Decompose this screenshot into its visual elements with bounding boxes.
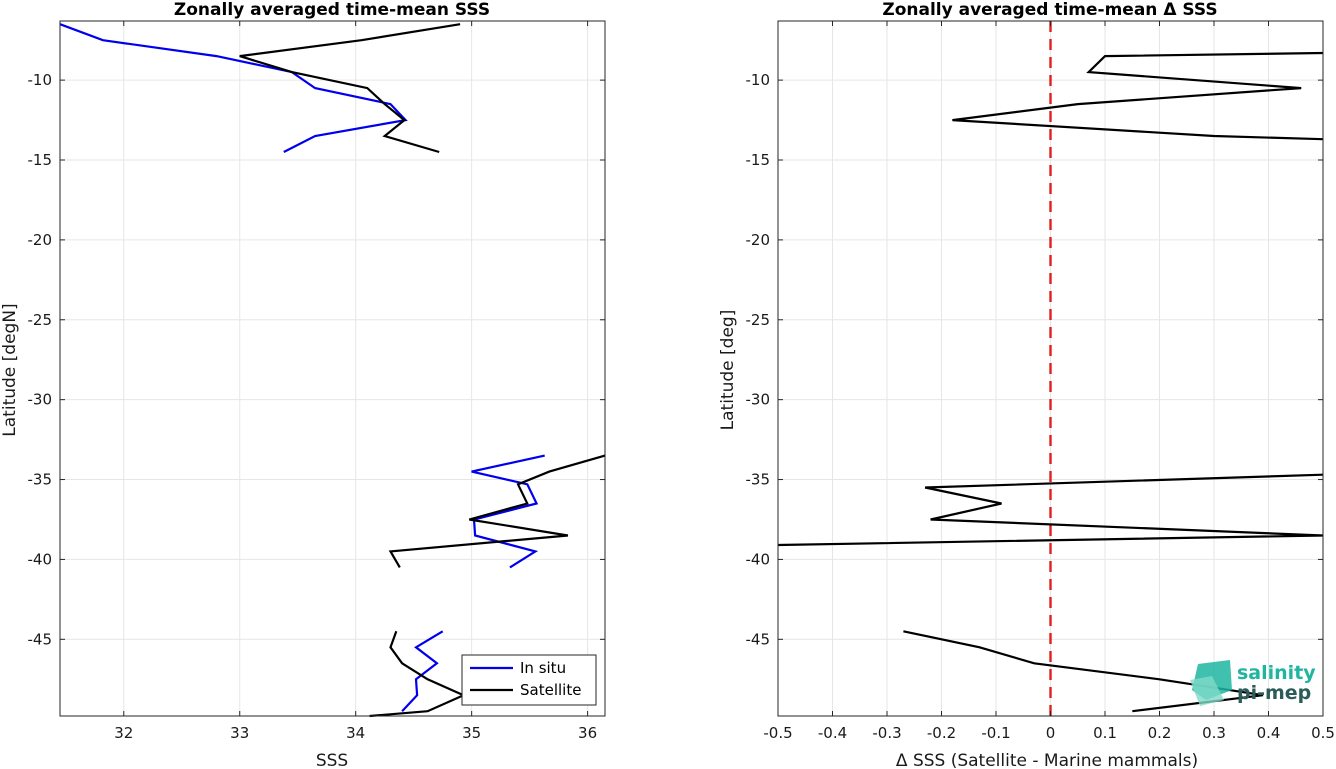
sss-xtick-label: 32 [114, 724, 133, 742]
delta-ticks: -0.5 -0.4 -0.3 -0.2 -0.1 0 0.1 0.2 0.3 0.4 0.5 -10 -… [746, 21, 1335, 742]
sss-ylabel: Latitude [degN] [0, 303, 20, 436]
sss-xtick-label: 34 [346, 724, 365, 742]
delta-title: Zonally averaged time-mean Δ SSS [882, 0, 1217, 20]
legend-satellite-label: Satellite [520, 681, 581, 699]
sss-satellite-line [239, 23, 461, 154]
delta-xtick-label: 0.4 [1257, 724, 1281, 742]
delta-xtick-label: 0 [1046, 724, 1056, 742]
delta-ytick-label: -35 [746, 471, 771, 489]
delta-xtick-label: 0.2 [1148, 724, 1172, 742]
delta-xtick-label: 0.1 [1093, 724, 1117, 742]
delta-xlabel: Δ SSS (Satellite - Marine mammals) [896, 751, 1198, 769]
sss-panel: 32 33 34 35 36 -10 -15 -20 -25 -30 -35 -40 -45 Zonal… [0, 0, 606, 769]
delta-xtick-label: 0.3 [1202, 724, 1226, 742]
sss-plot-area [60, 21, 605, 716]
sss-ytick-label: -20 [28, 231, 53, 249]
sss-satellite-line [369, 630, 467, 718]
sss-in-situ-line [471, 454, 545, 569]
logo-line-2: pi-mep [1237, 682, 1311, 704]
delta-ylabel: Latitude [deg] [718, 310, 738, 431]
sss-ticks: 32 33 34 35 36 -10 -15 -20 -25 -30 -35 -40 -45 [28, 21, 605, 742]
delta-ytick-label: -40 [746, 550, 771, 568]
delta-ytick-label: -15 [746, 151, 771, 169]
sss-xtick-label: 33 [230, 724, 249, 742]
delta-series-0-line [903, 630, 1264, 713]
delta-series-0-line [952, 51, 1324, 141]
sss-axes-box [59, 20, 606, 717]
sss-in-situ-line [59, 23, 408, 153]
delta-ytick-label: -45 [746, 630, 771, 648]
sss-series [59, 23, 606, 718]
sss-ytick-label: -35 [28, 471, 53, 489]
salinity-pi-mep-logo: salinity pi-mep [1190, 660, 1316, 706]
sss-ytick-label: -45 [28, 630, 53, 648]
legend-box [461, 654, 597, 706]
delta-xtick-label: -0.5 [763, 724, 792, 742]
sss-ytick-label: -15 [28, 151, 53, 169]
logo-line-1: salinity [1237, 662, 1316, 684]
sss-ytick-label: -25 [28, 311, 53, 329]
delta-xtick-label: 0.5 [1311, 724, 1335, 742]
delta-series-0-line [777, 473, 1324, 547]
delta-ytick-label: -10 [746, 71, 771, 89]
sss-ytick-label: -40 [28, 550, 53, 568]
sss-ytick-label: -10 [28, 71, 53, 89]
delta-ytick-label: -20 [746, 231, 771, 249]
sss-xlabel: SSS [316, 751, 348, 769]
delta-sss-panel: -0.5 -0.4 -0.3 -0.2 -0.1 0 0.1 0.2 0.3 0.4 0.5 -10 -… [718, 0, 1335, 769]
sss-title: Zonally averaged time-mean SSS [174, 0, 490, 20]
delta-xtick-label: -0.4 [818, 724, 847, 742]
sss-xtick-label: 35 [462, 724, 481, 742]
logo-emblem-highlight [1190, 676, 1224, 706]
legend: In situ Satellite [461, 654, 597, 706]
legend-in-situ-label: In situ [520, 659, 566, 677]
delta-xtick-label: -0.3 [872, 724, 901, 742]
sss-in-situ-line [401, 630, 444, 712]
sss-ytick-label: -30 [28, 391, 53, 409]
sss-satellite-line [388, 454, 606, 568]
delta-series [777, 21, 1324, 716]
delta-xtick-label: -0.1 [981, 724, 1010, 742]
delta-ytick-label: -30 [746, 391, 771, 409]
sss-xtick-label: 36 [578, 724, 597, 742]
delta-xtick-label: -0.2 [927, 724, 956, 742]
delta-ytick-label: -25 [746, 311, 771, 329]
